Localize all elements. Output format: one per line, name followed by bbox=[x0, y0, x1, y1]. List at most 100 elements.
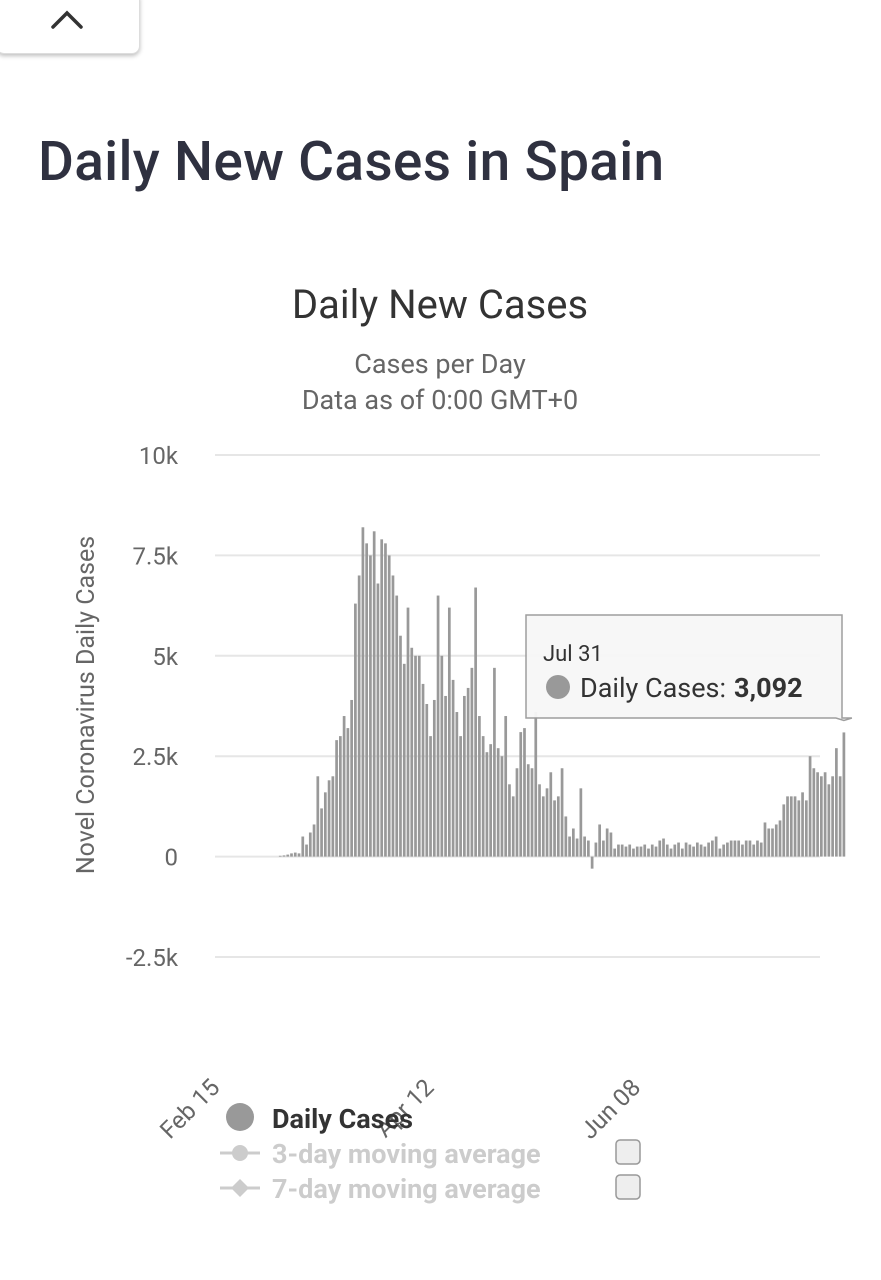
collapse-tab[interactable] bbox=[0, 0, 140, 54]
bar bbox=[459, 736, 462, 857]
bar bbox=[763, 822, 767, 857]
bar bbox=[297, 853, 301, 857]
bar bbox=[519, 732, 523, 857]
bar bbox=[718, 848, 722, 857]
bar bbox=[812, 768, 816, 857]
bar bbox=[820, 776, 823, 857]
bar bbox=[511, 796, 515, 857]
bar bbox=[526, 764, 530, 857]
bar bbox=[425, 703, 429, 857]
bar bbox=[673, 844, 677, 857]
bar bbox=[688, 844, 692, 857]
bar bbox=[523, 728, 526, 857]
bar bbox=[451, 679, 455, 857]
bar bbox=[816, 772, 819, 857]
bar bbox=[466, 687, 470, 857]
bar bbox=[290, 853, 293, 857]
bar bbox=[669, 848, 673, 857]
bar bbox=[695, 842, 699, 857]
bar bbox=[323, 792, 327, 857]
bar bbox=[357, 575, 361, 857]
bar bbox=[308, 832, 312, 857]
bar bbox=[759, 842, 763, 857]
bar bbox=[410, 647, 414, 857]
bar bbox=[804, 800, 808, 857]
bar bbox=[835, 748, 838, 857]
bar bbox=[301, 836, 305, 857]
legend-label: 7-day moving average bbox=[272, 1173, 541, 1205]
bar bbox=[380, 539, 384, 857]
legend-marker bbox=[226, 1103, 254, 1131]
legend-item[interactable]: Daily Cases bbox=[226, 1103, 413, 1135]
bar bbox=[786, 796, 789, 857]
y-tick-label: 7.5k bbox=[133, 542, 179, 570]
bar bbox=[568, 836, 571, 857]
bar bbox=[327, 780, 331, 857]
bar bbox=[654, 846, 658, 857]
page-title: Daily New Cases in Spain bbox=[38, 130, 665, 194]
bar bbox=[801, 792, 804, 857]
bar bbox=[402, 663, 406, 857]
legend-label: 3-day moving average bbox=[272, 1138, 541, 1170]
bar bbox=[387, 555, 391, 857]
bar bbox=[432, 699, 436, 857]
bar bbox=[447, 607, 451, 857]
bar bbox=[722, 844, 726, 857]
tooltip-date: Jul 31 bbox=[543, 642, 603, 667]
bar bbox=[680, 848, 684, 857]
bar bbox=[541, 796, 545, 857]
bar bbox=[335, 740, 338, 857]
bar bbox=[346, 728, 350, 857]
bar bbox=[767, 828, 771, 857]
bar bbox=[827, 784, 831, 857]
bar bbox=[564, 816, 568, 857]
bar bbox=[789, 796, 793, 857]
bar bbox=[376, 583, 380, 857]
legend-item-disabled[interactable]: 7-day moving average bbox=[220, 1173, 641, 1205]
bar bbox=[463, 695, 466, 857]
chevron-icon bbox=[51, 10, 83, 29]
bar bbox=[474, 587, 477, 857]
bar bbox=[609, 832, 613, 857]
chart: Daily New Cases Cases per Day Data as of… bbox=[72, 281, 853, 1205]
bar bbox=[504, 716, 508, 857]
bar bbox=[707, 842, 710, 857]
bar bbox=[391, 575, 395, 857]
bar bbox=[598, 824, 601, 857]
bar bbox=[639, 846, 643, 857]
bar bbox=[831, 776, 834, 857]
y-tick-label: 10k bbox=[139, 442, 179, 470]
bar bbox=[756, 840, 759, 857]
bar bbox=[365, 543, 369, 857]
bar bbox=[650, 844, 654, 857]
bar bbox=[278, 855, 282, 857]
bar bbox=[305, 844, 308, 857]
bar bbox=[545, 788, 549, 857]
bar bbox=[842, 732, 846, 857]
bar bbox=[293, 852, 297, 857]
bar bbox=[617, 844, 620, 857]
bar bbox=[421, 683, 425, 857]
bar bbox=[699, 844, 703, 857]
bar bbox=[590, 856, 594, 869]
legend-item-disabled[interactable]: 3-day moving average bbox=[220, 1138, 641, 1170]
bar bbox=[823, 772, 827, 857]
bar bbox=[587, 840, 590, 857]
bar bbox=[354, 603, 357, 857]
bar bbox=[684, 842, 688, 857]
bar bbox=[496, 748, 500, 857]
bar bbox=[489, 744, 493, 857]
bar bbox=[726, 842, 729, 857]
y-axis-label: Novel Coronavirus Daily Cases bbox=[72, 536, 101, 874]
bar bbox=[583, 836, 586, 857]
x-tick-label: Jun 08 bbox=[575, 1073, 646, 1144]
bar bbox=[485, 752, 489, 857]
bar bbox=[455, 712, 459, 857]
bar bbox=[350, 699, 353, 857]
bar bbox=[744, 840, 748, 857]
bar bbox=[571, 828, 575, 857]
bar bbox=[752, 844, 756, 857]
bar bbox=[384, 543, 387, 857]
x-tick-label: Feb 15 bbox=[154, 1073, 225, 1144]
